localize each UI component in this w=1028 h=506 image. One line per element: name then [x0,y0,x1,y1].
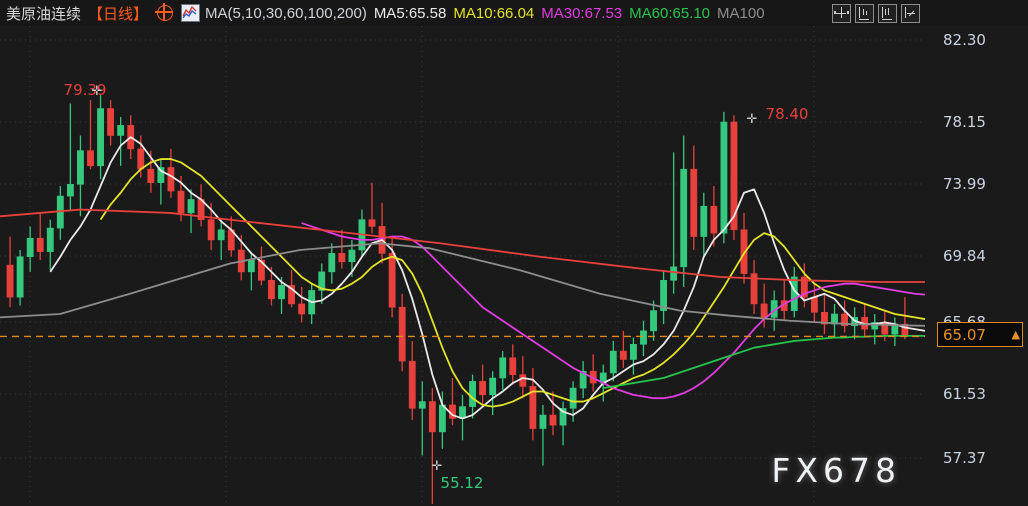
last-price-value: 65.07 [943,325,986,344]
chart-icon[interactable] [181,4,201,22]
move-tool-icon[interactable] [832,4,851,23]
ma60-value: MA60:65.10 [629,4,711,22]
chart-toolbar [832,4,920,23]
ma5-value: MA5:65.58 [373,4,447,22]
axis-tick: 69.84 [943,247,986,265]
crosshair-icon[interactable] [155,3,174,21]
annotation-high-78: 78.40 [765,105,809,123]
last-price-arrow: ▲ [1011,328,1020,341]
axis-tick: 73.99 [943,175,986,193]
marker-low-55: ✛ [431,458,443,473]
annotation-low-55: 55.12 [440,474,484,492]
chart-canvas [0,26,925,506]
fit-right-icon[interactable] [901,4,920,23]
axis-tick: 57.37 [943,449,986,467]
ma100-value: MA100 [717,4,765,22]
ma30-value: MA30:67.53 [541,4,623,22]
marker-high-78: ✛ [746,111,758,126]
scale-left-icon[interactable] [855,4,874,23]
ma10-value: MA10:66.04 [453,4,535,22]
axis-tick: 61.53 [943,385,986,403]
annotation-high-79: 79.39 [63,81,107,99]
last-price-badge[interactable]: 65.07 ▲ [937,322,1023,347]
marker-high-79: ✛ [91,83,103,98]
ma-spec-label: MA(5,10,30,60,100,200) [205,4,367,22]
period-label[interactable]: 【日线】 [88,4,149,23]
watermark: FX678 [771,451,901,490]
axis-tick: 82.30 [943,31,986,49]
axis-tick: 78.15 [943,113,986,131]
scale-right-icon[interactable] [878,4,897,23]
symbol-name[interactable]: 美原油连续 [6,4,82,23]
price-axis[interactable]: 82.30 78.15 73.99 69.84 65.68 61.53 57.3… [925,26,1028,506]
price-chart-plot[interactable]: 79.39 ✛ 78.40 ✛ 55.12 ✛ FX678 [0,26,925,506]
